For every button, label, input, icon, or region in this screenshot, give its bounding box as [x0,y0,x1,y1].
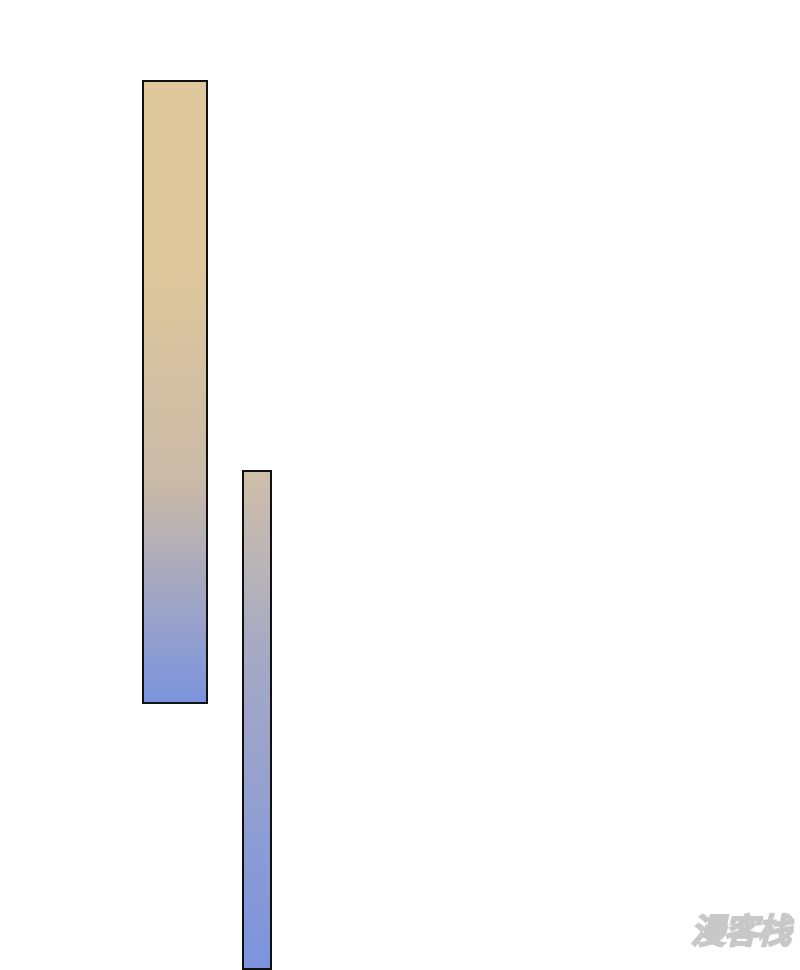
gradient-bar-narrow [242,470,272,970]
watermark-logo: 漫客栈 [690,911,792,953]
gradient-bar-tall [142,80,208,704]
